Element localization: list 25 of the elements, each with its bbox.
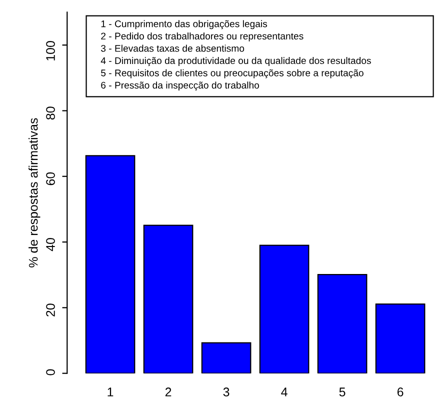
x-tick-label: 4 <box>281 388 288 396</box>
x-tick-label: 6 <box>397 388 404 396</box>
x-tick-label: 1 <box>108 388 114 396</box>
y-tick-label: 20 <box>46 304 55 316</box>
y-tick-label: 0 <box>46 369 55 376</box>
x-tick-label: 5 <box>339 388 346 396</box>
y-tick-label: 100 <box>46 41 55 60</box>
annotation: 6 - Pressão da inspecção do trabalho <box>101 82 260 91</box>
bar <box>201 342 252 374</box>
bar <box>375 304 426 374</box>
annotation: 1 - Cumprimento das obrigações legais <box>101 20 268 30</box>
x-tick-label: 2 <box>165 388 172 396</box>
annotation: 5 - Requisitos de clientes ou preocupações sobre a reputação <box>101 69 364 78</box>
bar <box>259 244 310 374</box>
bar <box>143 224 194 374</box>
annotation: 2 - Pedido dos trabalhadores ou representantes <box>101 32 304 42</box>
y-tick-label: 60 <box>46 172 55 186</box>
bar <box>85 155 136 374</box>
y-tick-label: 80 <box>46 106 55 120</box>
annotation: 4 - Diminuição da produtividade ou da qualidade dos resultados <box>100 57 371 66</box>
x-tick-label: 3 <box>223 388 230 396</box>
annotation: 3 - Elevadas taxas de absentismo <box>101 44 244 52</box>
bar <box>317 274 368 374</box>
y-axis-title: % de respostas afirmativas <box>28 118 40 268</box>
y-tick-label: 40 <box>46 238 55 252</box>
